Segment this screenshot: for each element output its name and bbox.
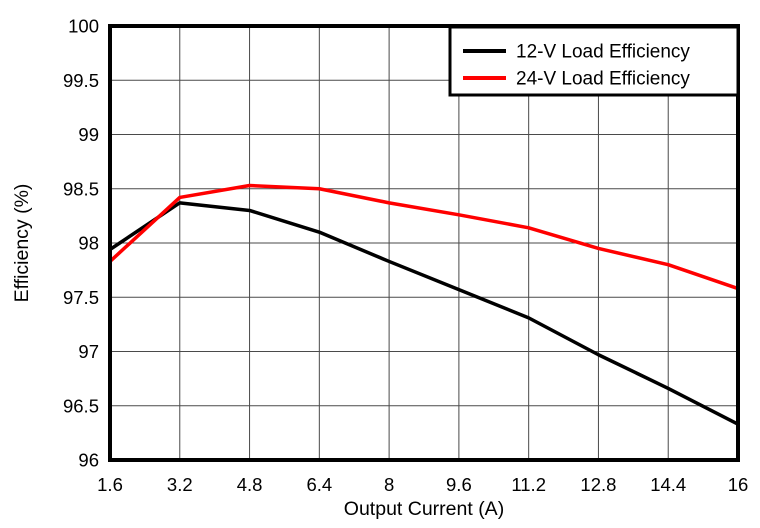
legend-entry-24v: 24-V Load Efficiency bbox=[463, 69, 690, 90]
x-tick-label: 12.8 bbox=[580, 474, 616, 495]
y-tick-label: 99.5 bbox=[63, 70, 99, 91]
x-tick-label: 9.6 bbox=[446, 474, 472, 495]
x-tick-label: 4.8 bbox=[237, 474, 263, 495]
x-tick-label: 14.4 bbox=[650, 474, 686, 495]
x-tick-label: 16 bbox=[728, 474, 749, 495]
y-tick-label: 97.5 bbox=[63, 287, 99, 308]
legend-label: 24-V Load Efficiency bbox=[516, 69, 690, 90]
gridlines bbox=[110, 26, 738, 460]
y-tick-label: 100 bbox=[68, 16, 99, 37]
plot-border bbox=[108, 24, 740, 462]
y-axis-tick-labels: 96 96.5 97 97.5 98 98.5 99 99.5 100 bbox=[63, 16, 99, 471]
x-tick-label: 8 bbox=[384, 474, 394, 495]
x-tick-label: 1.6 bbox=[97, 474, 123, 495]
x-tick-label: 3.2 bbox=[167, 474, 193, 495]
y-axis-title: Efficiency (%) bbox=[11, 184, 33, 303]
legend: 12-V Load Efficiency 24-V Load Efficiency bbox=[448, 25, 740, 97]
series-line-24v bbox=[108, 183, 739, 291]
y-tick-label: 99 bbox=[78, 124, 99, 145]
x-tick-label: 6.4 bbox=[306, 474, 332, 495]
x-tick-label: 11.2 bbox=[511, 474, 546, 495]
legend-entry-12v: 12-V Load Efficiency bbox=[463, 42, 690, 63]
legend-box bbox=[448, 25, 740, 97]
y-tick-label: 98 bbox=[78, 233, 99, 254]
x-axis-title: Output Current (A) bbox=[344, 498, 504, 520]
x-axis-tick-labels: 1.6 3.2 4.8 6.4 8 9.6 11.2 12.8 14.4 16 bbox=[97, 474, 748, 495]
series-line-12v bbox=[109, 201, 739, 426]
y-tick-label: 98.5 bbox=[63, 178, 99, 199]
y-tick-label: 96.5 bbox=[63, 395, 99, 416]
y-tick-label: 96 bbox=[78, 450, 99, 471]
legend-label: 12-V Load Efficiency bbox=[516, 42, 690, 63]
y-tick-label: 97 bbox=[78, 341, 99, 362]
